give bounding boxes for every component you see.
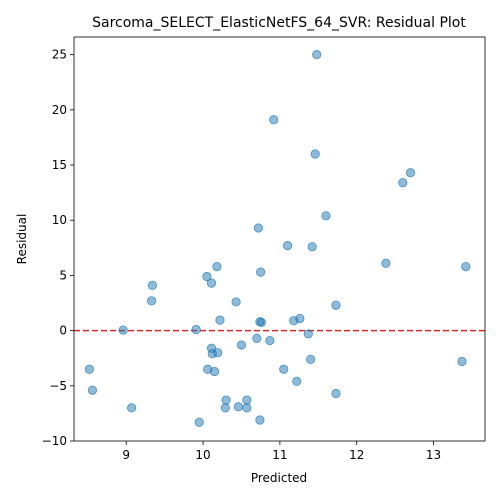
data-point (381, 258, 391, 268)
data-point (147, 280, 157, 290)
y-ticks: −10 −5 0 5 10 15 20 25 (42, 48, 74, 448)
y-tick-label: 20 (52, 103, 67, 117)
data-point (87, 385, 98, 395)
data-point (405, 168, 416, 178)
data-point (292, 376, 302, 386)
x-tick-label: 9 (122, 448, 130, 462)
data-point (191, 324, 201, 335)
data-point (202, 271, 212, 282)
y-tick-label: 25 (52, 48, 67, 62)
data-point (118, 325, 128, 335)
data-point (212, 261, 222, 272)
data-point (398, 178, 408, 188)
data-point (312, 50, 322, 60)
x-tick-label: 13 (426, 448, 441, 462)
data-point (461, 261, 471, 272)
data-point (331, 388, 341, 399)
y-tick-label: 5 (59, 268, 67, 282)
data-point (265, 335, 275, 346)
y-tick-label: 15 (52, 158, 67, 172)
data-point (233, 402, 243, 412)
data-point (84, 364, 94, 374)
data-point (256, 267, 266, 277)
data-point (209, 366, 220, 377)
plot-frame (73, 36, 486, 442)
data-point (194, 417, 204, 427)
data-point (206, 278, 217, 288)
y-tick-label: −10 (42, 434, 67, 448)
data-point (310, 149, 320, 159)
data-point (231, 297, 241, 307)
x-tick-label: 10 (195, 448, 210, 462)
x-tick-label: 11 (272, 448, 287, 462)
data-point (242, 403, 252, 413)
y-tick-label: 0 (59, 324, 67, 338)
data-point (253, 223, 263, 233)
data-point (236, 340, 247, 350)
y-axis-label: Residual (15, 214, 29, 265)
data-point (289, 316, 299, 326)
data-point (331, 300, 341, 310)
data-point (213, 348, 223, 358)
points-layer (84, 50, 471, 427)
x-ticks: 9 10 11 12 13 (122, 441, 441, 462)
data-point (255, 415, 265, 425)
data-point (242, 395, 252, 405)
data-point (146, 296, 157, 306)
data-point (252, 333, 262, 343)
data-point (306, 354, 316, 364)
data-point (282, 241, 293, 251)
x-tick-label: 12 (349, 448, 364, 462)
data-point (279, 364, 289, 374)
data-point (269, 115, 279, 125)
data-point (215, 315, 225, 325)
data-point (127, 403, 137, 413)
chart-title: Sarcoma_SELECT_ElasticNetFS_64_SVR: Resi… (92, 15, 466, 31)
data-point (307, 242, 317, 252)
y-tick-label: −5 (49, 379, 67, 393)
data-point (221, 395, 231, 405)
data-point (321, 211, 331, 221)
x-axis-label: Predicted (251, 471, 307, 485)
y-tick-label: 10 (52, 213, 67, 227)
data-point (220, 403, 230, 413)
data-point (303, 329, 313, 339)
data-point (457, 356, 467, 367)
data-point (256, 317, 267, 327)
